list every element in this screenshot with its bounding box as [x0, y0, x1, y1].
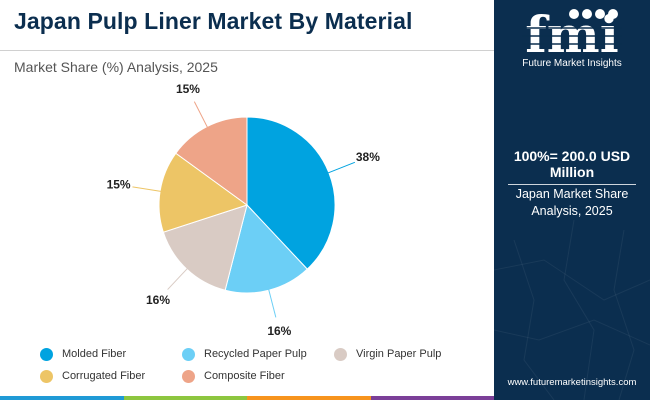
slice-value-label: 16%: [267, 324, 291, 338]
legend-swatch: [40, 369, 53, 383]
legend-label: Virgin Paper Pulp: [356, 348, 442, 360]
leader-line-0: [321, 161, 356, 177]
page-title: Japan Pulp Liner Market By Material: [14, 8, 413, 34]
bottom-bar-segment-1: [123, 396, 247, 400]
leader-line-3: [132, 186, 169, 193]
slice-value-label: 15%: [107, 178, 131, 192]
website-link[interactable]: www.futuremarketinsights.com: [507, 377, 637, 388]
legend-item-corrugated-fiber: Corrugated Fiber: [40, 368, 182, 384]
leader-line-2: [167, 262, 193, 290]
legend-label: Corrugated Fiber: [62, 370, 146, 382]
slice-value-label: 16%: [146, 293, 170, 307]
legend-label: Recycled Paper Pulp: [204, 348, 307, 360]
legend-swatch: [182, 369, 195, 383]
legend-label: Molded Fiber: [62, 348, 127, 360]
leader-line-1: [266, 282, 277, 318]
legend-label: Composite Fiber: [204, 370, 285, 382]
title-divider: [0, 50, 494, 51]
bottom-color-bar: [0, 396, 494, 400]
logo-icon-dot-2: [582, 9, 592, 19]
legend-item-composite-fiber: Composite Fiber: [182, 368, 334, 384]
legend-swatch: [40, 347, 53, 361]
logo-icon-dot-4: [608, 9, 618, 19]
logo-tagline: Future Market Insights: [522, 58, 622, 69]
legend-swatch: [182, 347, 195, 361]
pie-chart: 38% 16% 16% 15% 15%: [107, 82, 381, 338]
bottom-bar-segment-0: [0, 396, 124, 400]
bottom-bar-segment-2: [247, 396, 371, 400]
panel-divider: [508, 184, 636, 185]
legend-item-recycled-paper-pulp: Recycled Paper Pulp: [182, 346, 334, 362]
logo-icon-dot-3: [595, 9, 605, 19]
legend-item-virgin-paper-pulp: Virgin Paper Pulp: [334, 346, 484, 362]
legend-item-molded-fiber: Molded Fiber: [40, 346, 182, 362]
panel-caption: Japan Market Share Analysis, 2025: [515, 187, 629, 218]
slice-value-label: 15%: [176, 82, 200, 96]
leader-line-4: [193, 101, 212, 134]
side-panel: fmi Future Market Insights 100%= 200.0 U…: [494, 0, 650, 400]
panel-texture: [494, 219, 650, 400]
page-subtitle: Market Share (%) Analysis, 2025: [14, 59, 218, 75]
legend-swatch: [334, 347, 347, 361]
total-market-value: 100%= 200.0 USD Million: [513, 148, 631, 180]
bottom-bar-segment-3: [370, 396, 494, 400]
chart-legend: Molded Fiber Recycled Paper Pulp Virgin Pa…: [40, 346, 490, 384]
slice-value-label: 38%: [356, 150, 380, 164]
fmi-logo: fmi: [522, 6, 622, 64]
logo-icon-dot-1: [569, 9, 579, 19]
